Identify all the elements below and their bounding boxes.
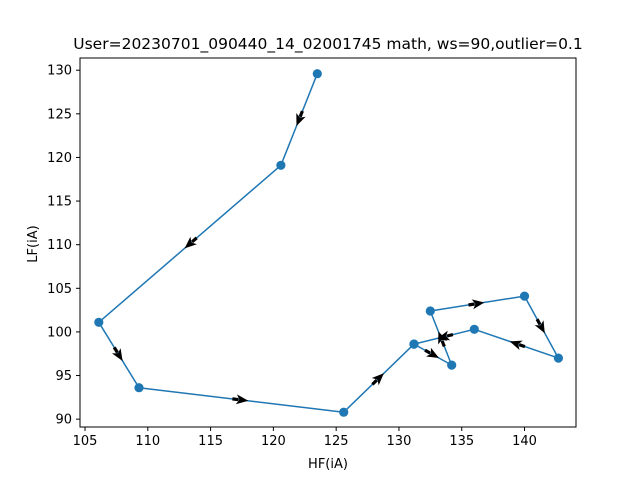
x-tick-label: 110 [135, 434, 160, 449]
y-tick-label: 110 [47, 238, 72, 253]
direction-arrow-shaft [191, 236, 198, 244]
data-point [409, 339, 419, 349]
y-tick-label: 115 [47, 195, 72, 210]
direction-arrow-shaft [232, 397, 239, 402]
data-point [519, 291, 530, 301]
direction-arrow-shaft [535, 318, 542, 326]
data-point [553, 353, 564, 363]
x-tick-label: 130 [387, 434, 412, 449]
x-tick-label: 140 [512, 434, 537, 449]
data-point [94, 317, 104, 327]
data-point [469, 324, 479, 334]
direction-arrow-shaft [468, 302, 475, 307]
direction-arrow-head [437, 330, 451, 341]
x-tick-label: 125 [324, 434, 349, 449]
direction-arrow-shaft [446, 333, 454, 338]
direction-arrow-shaft [440, 340, 446, 347]
data-point [339, 407, 349, 417]
direction-arrow-head [534, 320, 545, 334]
direction-arrow-shaft [112, 346, 119, 354]
data-point [447, 360, 457, 370]
direction-arrow-head [471, 299, 485, 310]
axes-frame [79, 57, 577, 428]
direction-arrow-head [296, 113, 306, 126]
y-tick-label: 95 [55, 369, 72, 384]
x-tick-label: 105 [73, 434, 98, 449]
data-point [312, 69, 322, 79]
x-axis-label: HF(iA) [308, 457, 348, 472]
y-tick-label: 105 [47, 282, 72, 297]
data-point [425, 306, 435, 316]
y-tick-label: 130 [47, 64, 72, 79]
direction-arrow-shaft [424, 348, 431, 355]
x-tick-label: 120 [261, 434, 286, 449]
y-tick-label: 125 [47, 107, 72, 122]
y-tick-label: 100 [47, 325, 72, 340]
direction-arrow-shaft [518, 343, 526, 349]
x-tick-label: 115 [198, 434, 223, 449]
x-tick-label: 135 [449, 434, 474, 449]
plot-area [94, 69, 564, 417]
direction-arrow-shaft [298, 110, 304, 118]
y-tick-label: 90 [55, 413, 72, 428]
direction-arrow-head [426, 347, 439, 358]
direction-arrow-head [112, 348, 123, 361]
data-point [134, 383, 144, 393]
direction-arrow-head [235, 394, 249, 405]
y-axis-label: LF(iA) [26, 225, 41, 262]
direction-arrow-shaft [371, 379, 378, 386]
direction-arrow-head [184, 236, 197, 249]
axis-ticks: 105 110 115 120 125 130 135 140 90 95 100 105 110 115… [47, 64, 537, 449]
direction-arrow-head [509, 340, 523, 350]
y-tick-label: 120 [47, 151, 72, 166]
chart-title: User=20230701_090440_14_02001745 math, w… [73, 35, 582, 54]
data-point [276, 160, 286, 170]
direction-arrow-head [371, 373, 384, 386]
